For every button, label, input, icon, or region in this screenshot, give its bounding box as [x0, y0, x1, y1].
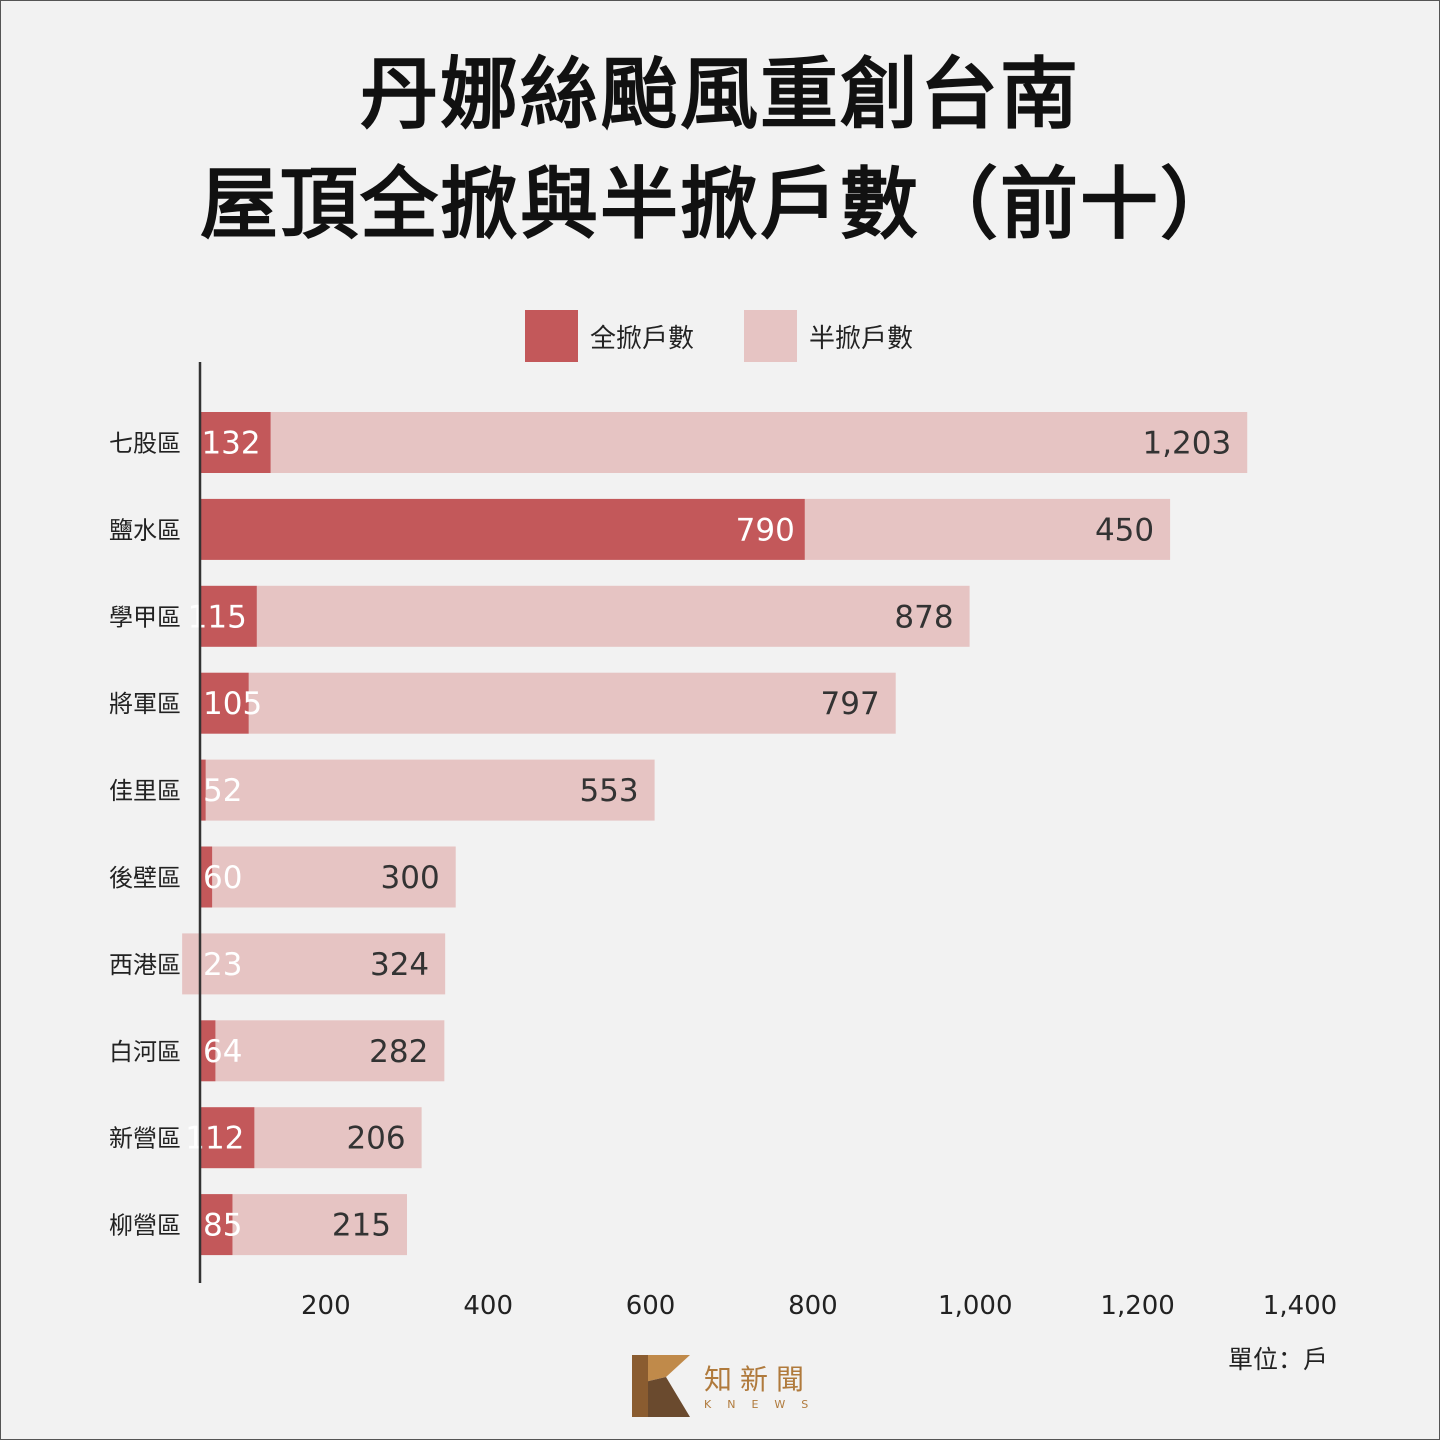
x-tick-label-3: 600 — [626, 1291, 676, 1321]
bar-half-9 — [254, 1107, 422, 1169]
chart-title-line-1: 丹娜絲颱風重創台南 — [359, 50, 1080, 140]
x-tick-label-7: 1,400 — [1263, 1291, 1337, 1321]
x-tick-label-4: 800 — [788, 1291, 838, 1321]
data-label-half-1: 1,203 — [1142, 426, 1231, 462]
data-label-half-3: 878 — [894, 599, 953, 635]
data-label-full-10: 85 — [203, 1208, 242, 1244]
data-label-half-7: 324 — [370, 947, 429, 983]
data-label-half-8: 282 — [369, 1034, 428, 1070]
bar-full-5 — [200, 759, 206, 821]
legend-label-half: 半掀戶數 — [809, 324, 914, 354]
data-label-full-9: 112 — [185, 1121, 244, 1157]
x-tick-label-1: 200 — [301, 1291, 351, 1321]
category-label-5: 佳里區 — [109, 777, 181, 805]
category-label-7: 西港區 — [109, 951, 181, 979]
bar-half-6 — [212, 846, 456, 908]
category-label-4: 將軍區 — [109, 690, 181, 718]
data-label-full-5: 52 — [203, 773, 242, 809]
x-tick-label-2: 400 — [463, 1291, 513, 1321]
bar-half-3 — [256, 585, 970, 647]
bar-full-10 — [200, 1194, 233, 1256]
data-label-full-7: 23 — [203, 947, 242, 983]
bar-full-2 — [200, 498, 805, 560]
bar-half-8 — [215, 1020, 445, 1082]
data-label-half-2: 450 — [1095, 512, 1154, 548]
category-label-10: 柳營區 — [109, 1212, 181, 1240]
bar-half-4 — [248, 672, 896, 734]
knews-logo-icon — [632, 1355, 690, 1417]
legend-swatch-full — [525, 310, 578, 362]
category-label-2: 鹽水區 — [109, 516, 181, 544]
data-label-half-4: 797 — [821, 686, 880, 722]
bar-full-1 — [200, 412, 271, 473]
category-label-6: 後壁區 — [109, 864, 181, 892]
data-label-full-6: 60 — [203, 860, 242, 896]
bar-half-5 — [205, 759, 655, 821]
bar-half-7 — [182, 933, 446, 995]
x-tick-label-6: 1,200 — [1100, 1291, 1174, 1321]
bar-half-1 — [270, 412, 1248, 473]
bar-full-3 — [200, 585, 257, 647]
brand-name-en: KNEWS — [704, 1398, 825, 1411]
chart-title-line-2: 屋頂全掀與半掀戶數（前十） — [199, 160, 1240, 250]
data-label-half-5: 553 — [579, 773, 638, 809]
category-label-3: 學甲區 — [109, 603, 181, 631]
unit-label: 單位：戶 — [1228, 1345, 1329, 1374]
category-label-9: 新營區 — [109, 1125, 181, 1153]
x-tick-label-5: 1,000 — [938, 1291, 1012, 1321]
bar-full-4 — [200, 672, 249, 734]
bar-full-8 — [200, 1020, 216, 1082]
bar-half-10 — [232, 1194, 408, 1256]
data-label-full-8: 64 — [203, 1034, 242, 1070]
legend-label-full: 全掀戶數 — [590, 324, 695, 354]
category-label-1: 七股區 — [109, 430, 181, 458]
bar-full-6 — [200, 846, 213, 908]
data-label-full-3: 115 — [188, 599, 247, 635]
data-label-full-4: 105 — [203, 686, 262, 722]
data-label-full-2: 790 — [736, 512, 795, 548]
bar-full-9 — [200, 1107, 255, 1169]
legend-swatch-half — [744, 310, 797, 362]
bar-half-2 — [804, 498, 1171, 560]
data-label-half-10: 215 — [332, 1208, 391, 1244]
category-label-8: 白河區 — [109, 1038, 181, 1066]
data-label-half-6: 300 — [381, 860, 440, 896]
brand-name-cn: 知新聞 — [704, 1363, 813, 1396]
data-label-half-9: 206 — [346, 1121, 405, 1157]
data-label-full-1: 132 — [201, 426, 260, 462]
